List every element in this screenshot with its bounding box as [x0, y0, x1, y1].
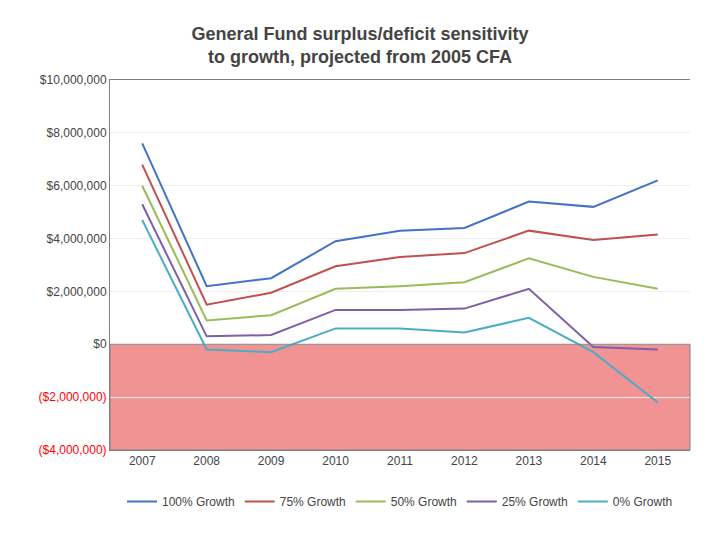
svg-text:2010: 2010: [322, 454, 349, 468]
svg-text:2009: 2009: [258, 454, 285, 468]
svg-text:2007: 2007: [129, 454, 156, 468]
svg-text:($4,000,000): ($4,000,000): [39, 443, 107, 457]
svg-text:100% Growth: 100% Growth: [162, 495, 235, 509]
svg-text:2015: 2015: [644, 454, 671, 468]
svg-text:2013: 2013: [516, 454, 543, 468]
svg-text:$4,000,000: $4,000,000: [47, 232, 107, 246]
svg-text:2008: 2008: [193, 454, 220, 468]
svg-text:$10,000,000: $10,000,000: [40, 73, 107, 87]
svg-text:75% Growth: 75% Growth: [280, 495, 346, 509]
svg-text:25% Growth: 25% Growth: [502, 495, 568, 509]
svg-text:$0: $0: [93, 337, 107, 351]
svg-text:50% Growth: 50% Growth: [391, 495, 457, 509]
svg-text:$8,000,000: $8,000,000: [47, 126, 107, 140]
svg-text:($2,000,000): ($2,000,000): [39, 390, 107, 404]
svg-text:$2,000,000: $2,000,000: [47, 285, 107, 299]
svg-text:2011: 2011: [387, 454, 413, 468]
svg-text:$6,000,000: $6,000,000: [47, 179, 107, 193]
svg-text:2014: 2014: [580, 454, 607, 468]
svg-text:0% Growth: 0% Growth: [613, 495, 672, 509]
svg-text:2012: 2012: [451, 454, 478, 468]
svg-text:General Fund surplus/deficit s: General Fund surplus/deficit sensitivity…: [191, 24, 528, 67]
